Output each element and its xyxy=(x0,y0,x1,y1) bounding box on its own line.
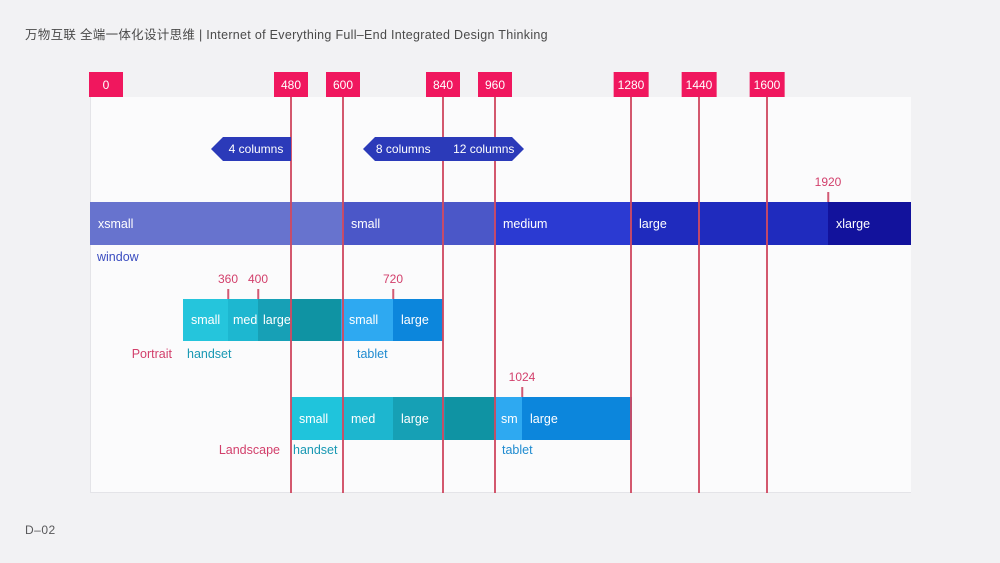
doc-code: D–02 xyxy=(25,523,56,537)
tick-label-1920: 1920 xyxy=(814,175,842,189)
tick-label-720: 720 xyxy=(382,272,404,286)
window-segment-xsmall: xsmall xyxy=(90,202,343,245)
portrait-tablet-caption: tablet xyxy=(357,347,388,361)
portrait-tablet-segment-small: small xyxy=(341,299,393,341)
tick-360 xyxy=(227,289,229,299)
columns-badge-4-label: 4 columns xyxy=(228,142,284,156)
breakpoint-line-480 xyxy=(290,97,292,493)
breakpoint-line-1600 xyxy=(766,97,768,493)
window-caption: window xyxy=(97,250,139,264)
landscape-row-label: Landscape xyxy=(218,443,280,457)
portrait-handset-caption: handset xyxy=(187,347,232,361)
landscape-tablet-segment-large: large xyxy=(522,397,632,440)
breakpoint-tag-1600: 1600 xyxy=(749,72,785,97)
breakpoint-tag-0: 0 xyxy=(89,72,123,97)
portrait-handset-extension-segment xyxy=(291,299,341,341)
landscape-handset-segment-med: med xyxy=(343,397,393,440)
landscape-tablet-segment-sm: sm xyxy=(496,397,522,440)
columns-badge-12-label: 12 columns xyxy=(453,142,515,156)
tick-1024 xyxy=(521,387,523,397)
breakpoint-tag-1440: 1440 xyxy=(681,72,717,97)
portrait-tablet-segment-large: large xyxy=(393,299,443,341)
portrait-row-label: Portrait xyxy=(131,347,172,361)
landscape-handset-segment-small: small xyxy=(291,397,343,440)
tick-label-400: 400 xyxy=(247,272,269,286)
breakpoint-line-960 xyxy=(494,97,496,493)
landscape-handset-segment-large: large xyxy=(393,397,445,440)
tick-400 xyxy=(257,289,259,299)
landscape-handset-extension-segment xyxy=(445,397,496,440)
breakpoint-line-600 xyxy=(342,97,344,493)
portrait-handset-segment-large: large xyxy=(258,299,291,341)
tick-720 xyxy=(392,289,394,299)
breakpoint-line-840 xyxy=(442,97,444,493)
window-segment-xlarge: xlarge xyxy=(828,202,911,245)
window-segment-medium: medium xyxy=(495,202,631,245)
breakpoint-tag-960: 960 xyxy=(478,72,512,97)
breakpoint-tag-480: 480 xyxy=(274,72,308,97)
portrait-handset-segment-med: med xyxy=(228,299,258,341)
columns-badge-8-label: 8 columns xyxy=(375,142,431,156)
tick-1920 xyxy=(827,192,829,202)
landscape-handset-caption: handset xyxy=(293,443,338,457)
columns-badge-4: 4 columns xyxy=(211,137,291,161)
breakpoint-tag-840: 840 xyxy=(426,72,460,97)
breakpoint-line-1280 xyxy=(630,97,632,493)
landscape-tablet-caption: tablet xyxy=(502,443,533,457)
tick-label-1024: 1024 xyxy=(508,370,536,384)
columns-badge-8-12: 8 columns 12 columns xyxy=(363,137,524,161)
breakpoint-tag-600: 600 xyxy=(326,72,360,97)
tick-label-360: 360 xyxy=(217,272,239,286)
window-segment-large: large xyxy=(631,202,828,245)
portrait-handset-segment-small: small xyxy=(183,299,228,341)
page-title: 万物互联 全端一体化设计思维 | Internet of Everything … xyxy=(25,28,548,42)
breakpoint-line-1440 xyxy=(698,97,700,493)
breakpoint-tag-1280: 1280 xyxy=(613,72,649,97)
window-segment-small: small xyxy=(343,202,495,245)
